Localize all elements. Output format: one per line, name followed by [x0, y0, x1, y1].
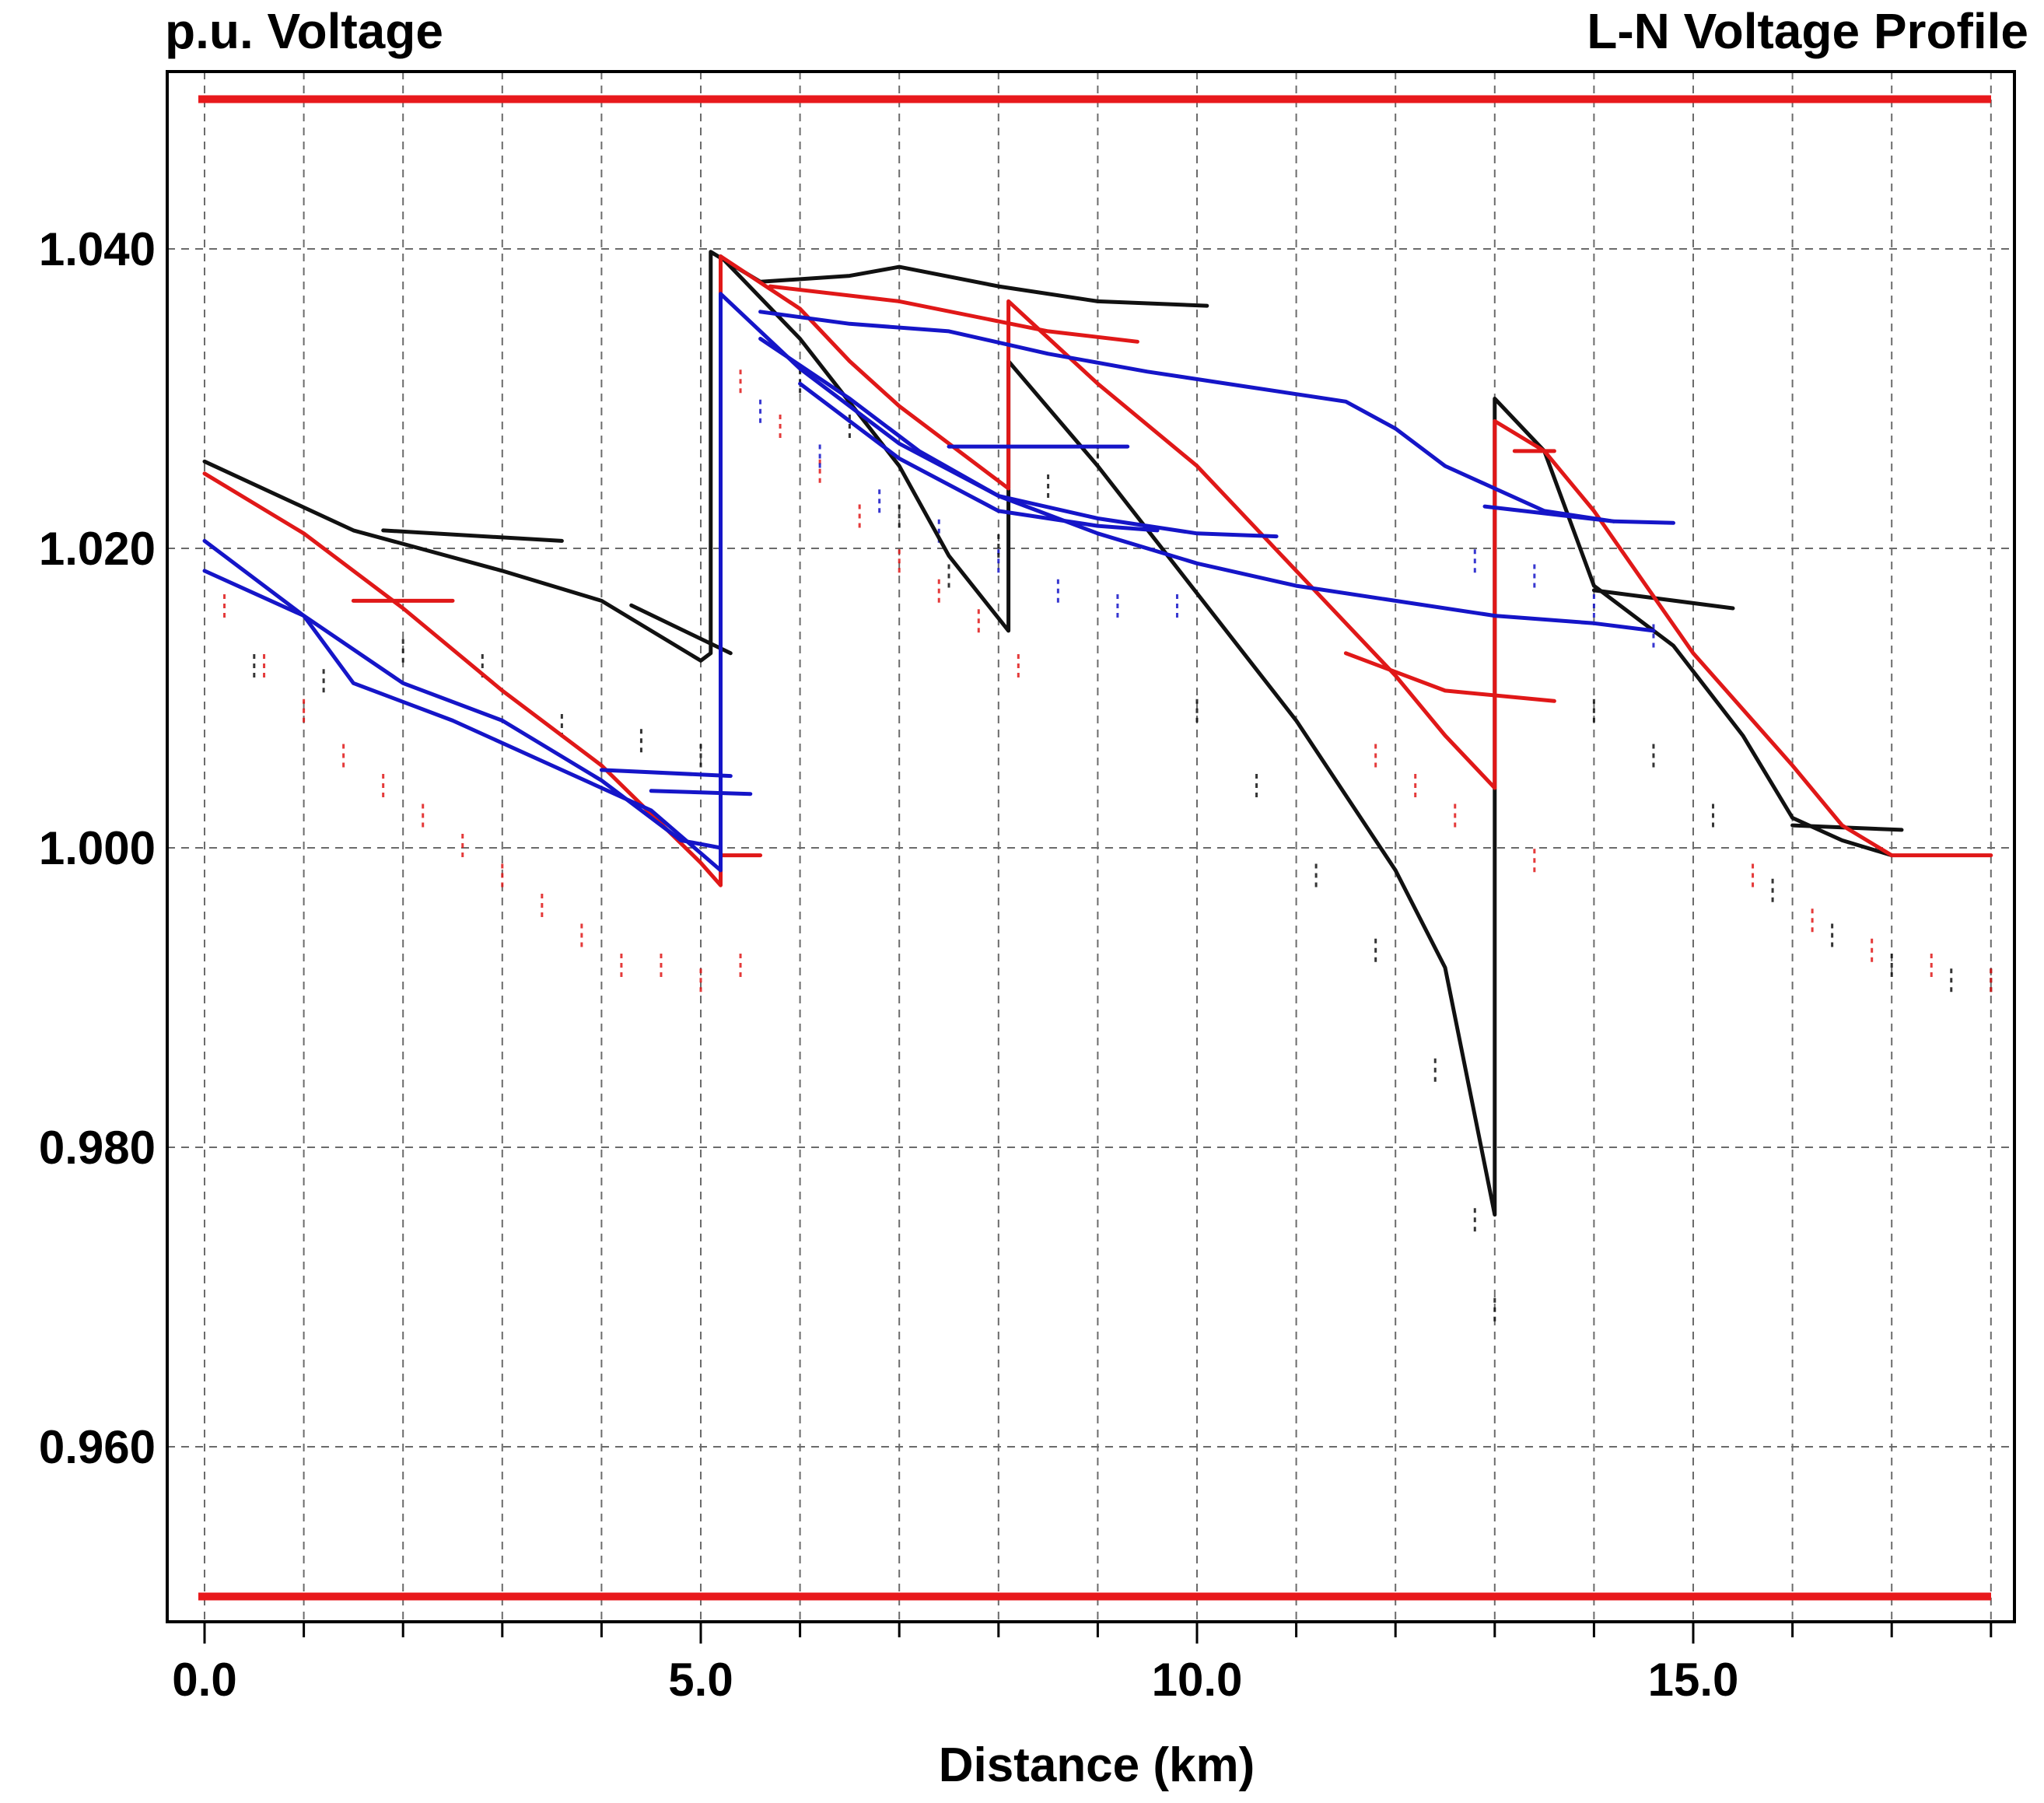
limit-lines	[198, 95, 1991, 1601]
series-black-main-2	[719, 254, 1894, 1217]
series-blue-branch-left	[599, 768, 733, 779]
x-tick-label: 5.0	[668, 1654, 733, 1706]
series-blue-upper	[758, 310, 1675, 525]
series-red-branch-4	[1343, 651, 1556, 703]
series-blue-main-2	[202, 569, 723, 850]
series-red-branch-3	[768, 284, 1139, 344]
y-axis-ticks: 0.960 0.980 1.000 1.020 1.040	[39, 223, 156, 1473]
series-lines	[202, 250, 1993, 1217]
y-axis-label: p.u. Voltage	[165, 3, 443, 59]
plot-frame	[166, 70, 2016, 1623]
series-red-main-1	[202, 254, 1993, 887]
y-tick-label: 1.020	[39, 523, 156, 575]
series-black-branch-left-2	[629, 603, 733, 656]
x-axis-ticks: 0.0 5.0 10.0 15.0	[172, 1622, 1993, 1706]
x-tick-label: 15.0	[1648, 1654, 1739, 1706]
series-blue-branch-right	[1482, 504, 1616, 523]
series-blue-branch-left-2	[649, 789, 753, 796]
series-black-branch-right	[1591, 588, 1735, 611]
chart-title: L-N Voltage Profile	[1587, 3, 2028, 59]
y-tick-label: 1.000	[39, 822, 156, 874]
series-black-branch-left	[381, 528, 564, 543]
y-tick-label: 0.980	[39, 1122, 156, 1174]
y-tick-label: 0.960	[39, 1421, 156, 1473]
series-blue-main-1	[202, 292, 1279, 873]
series-blue-mid-1	[758, 337, 1656, 633]
y-tick-label: 1.040	[39, 223, 156, 275]
x-tick-label: 0.0	[172, 1654, 236, 1706]
x-tick-label: 10.0	[1152, 1654, 1243, 1706]
x-axis-label: Distance (km)	[939, 1738, 1255, 1792]
series-black-main-1	[202, 250, 1209, 663]
series-blue-mid-2	[798, 381, 1160, 533]
